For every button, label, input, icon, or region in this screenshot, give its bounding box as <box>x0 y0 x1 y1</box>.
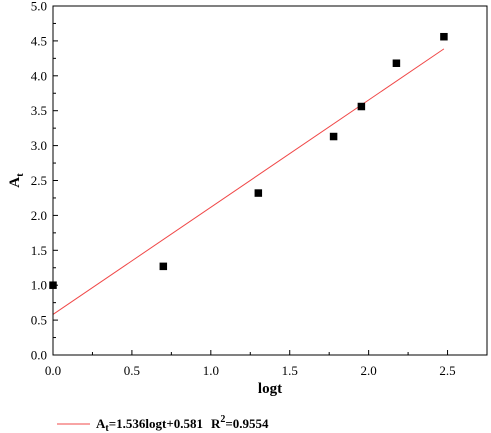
x-axis-ticks: 0.0 0.5 1.0 1.5 2.0 2.5 <box>45 350 456 378</box>
legend-prefix-sub: t <box>105 423 109 433</box>
y-axis-title-sub: t <box>14 173 26 177</box>
data-point <box>392 59 401 67</box>
y-tick-label: 0.5 <box>31 313 47 328</box>
x-tick-label: 1.5 <box>282 363 298 378</box>
data-point <box>357 102 366 111</box>
data-point <box>159 262 168 271</box>
legend-r-value: =0.9554 <box>225 416 269 431</box>
y-tick-label: 2.0 <box>31 208 47 223</box>
y-tick-label: 4.5 <box>31 33 47 48</box>
x-tick-label: 0.5 <box>124 363 140 378</box>
plot-frame <box>52 5 488 356</box>
y-tick-label: 4.0 <box>31 68 47 83</box>
x-tick-label: 2.5 <box>439 363 455 378</box>
y-tick-label: 1.0 <box>31 278 47 293</box>
y-tick-label: 1.5 <box>31 243 47 258</box>
legend-r-label: R <box>211 416 221 431</box>
legend: At=1.536logt+0.581 R2=0.9554 <box>57 414 269 433</box>
y-axis-title-main: A <box>7 177 23 188</box>
data-point <box>254 189 263 197</box>
x-axis-title: logt <box>258 381 282 397</box>
data-point <box>329 132 338 141</box>
y-tick-label: 2.5 <box>31 173 47 188</box>
fit-line <box>52 48 445 315</box>
legend-r-sup: 2 <box>220 414 225 425</box>
y-tick-label: 3.0 <box>31 138 47 153</box>
y-tick-label: 0.0 <box>31 348 47 363</box>
y-tick-label: 3.5 <box>31 103 47 118</box>
legend-equation: =1.536logt+0.581 <box>109 416 203 431</box>
data-point <box>440 32 448 41</box>
y-tick-label: 5.0 <box>31 0 47 14</box>
y-axis-ticks: 0.0 0.5 1.0 1.5 2.0 2.5 3.0 3.5 4.0 4.5 5.0 <box>31 0 58 363</box>
legend-label: At=1.536logt+0.581 R2=0.9554 <box>96 414 269 433</box>
data-points <box>49 32 448 289</box>
legend-prefix: A <box>96 416 106 431</box>
x-tick-label: 1.0 <box>203 363 219 378</box>
x-tick-label: 0.0 <box>45 363 61 378</box>
y-axis-title: At <box>7 173 26 188</box>
x-tick-label: 2.0 <box>361 363 377 378</box>
